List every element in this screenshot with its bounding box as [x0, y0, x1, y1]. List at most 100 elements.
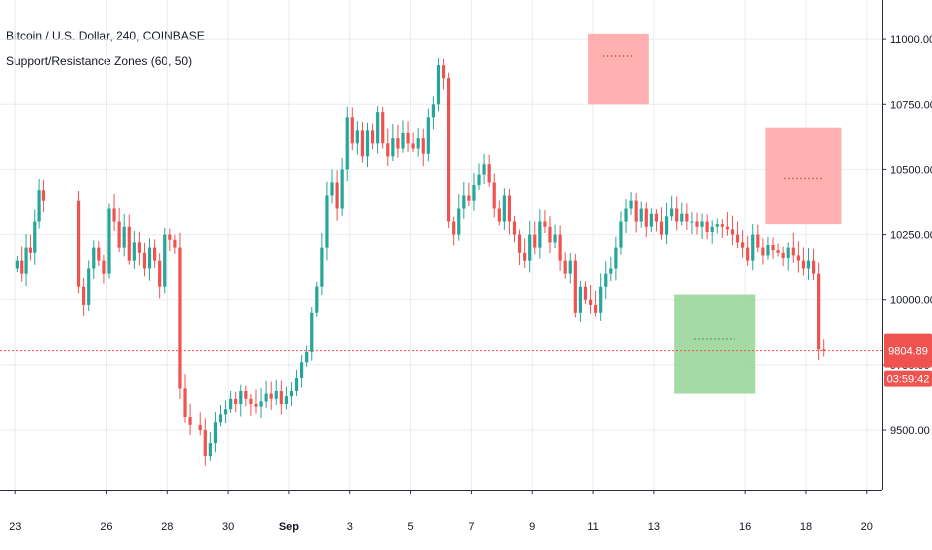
- candle-body: [766, 245, 770, 256]
- candle-body: [609, 268, 613, 274]
- candle-body: [452, 221, 456, 235]
- candle-body: [315, 286, 319, 313]
- candle-body: [310, 312, 314, 352]
- candle-body: [568, 260, 572, 274]
- candle-body: [710, 226, 714, 232]
- candle-body: [406, 132, 410, 144]
- indicator-label[interactable]: Support/Resistance Zones (60, 50): [6, 54, 193, 68]
- candle-body: [502, 195, 506, 222]
- candle-body: [664, 216, 669, 235]
- candle-body: [269, 393, 273, 399]
- candle-body: [761, 247, 765, 256]
- candle-body: [168, 234, 172, 240]
- candle-body: [725, 226, 729, 230]
- candle-body: [467, 195, 471, 201]
- candle-body: [279, 390, 283, 404]
- candle-body: [82, 286, 86, 305]
- candles-layer: [15, 58, 826, 466]
- candle-body: [624, 208, 628, 222]
- candle-body: [259, 401, 263, 407]
- candle-body: [153, 247, 157, 261]
- candle-body: [695, 221, 699, 227]
- countdown-label-box: [884, 370, 932, 387]
- candle-body: [208, 443, 212, 457]
- time-tick-label: 7: [468, 521, 474, 533]
- candle-body: [147, 247, 152, 269]
- candle-body: [644, 208, 648, 227]
- candle-body: [720, 224, 724, 227]
- candle-body: [87, 268, 91, 305]
- candle-body: [791, 247, 795, 256]
- candle-body: [457, 208, 461, 235]
- candle-body: [715, 224, 719, 227]
- candle-body: [563, 260, 567, 274]
- candle-body: [553, 234, 557, 243]
- candle-body: [548, 226, 552, 243]
- candle-body: [583, 286, 588, 300]
- time-tick-label: 20: [861, 521, 873, 533]
- time-tick-label: 28: [161, 521, 173, 533]
- candle-body: [588, 299, 593, 305]
- candle-body: [340, 169, 344, 209]
- candle-body: [436, 65, 441, 105]
- countdown-label: 03:59:42: [887, 374, 930, 386]
- candle-body: [730, 229, 735, 235]
- candle-body: [512, 221, 517, 235]
- candle-body: [700, 221, 704, 227]
- time-tick-label: 16: [739, 521, 751, 533]
- candle-body: [132, 242, 136, 261]
- candle-body: [558, 234, 562, 261]
- candle-body: [817, 273, 821, 350]
- candle-body: [517, 234, 522, 253]
- candle-body: [497, 208, 501, 222]
- candle-body: [441, 65, 446, 79]
- candle-body: [786, 247, 790, 259]
- candle-body: [33, 221, 37, 253]
- time-tick-label: 11: [587, 521, 598, 533]
- time-tick-label: 26: [100, 521, 112, 533]
- candle-body: [599, 286, 603, 313]
- candle-body: [543, 221, 547, 227]
- candle-body: [122, 226, 126, 248]
- candle-body: [649, 213, 653, 227]
- candle-body: [796, 255, 800, 261]
- candle-body: [416, 138, 420, 149]
- candle-body: [482, 164, 486, 175]
- candle-body: [24, 247, 28, 274]
- price-tick-label: 10000.00: [890, 295, 932, 307]
- time-tick-label: 9: [529, 521, 535, 533]
- time-tick-label: 13: [648, 521, 660, 533]
- candle-body: [604, 273, 608, 287]
- support-zone: [674, 294, 756, 394]
- candle-body: [776, 250, 780, 253]
- candle-body: [234, 398, 238, 404]
- candle-body: [426, 117, 430, 154]
- candle-body: [97, 247, 101, 261]
- candle-body: [76, 200, 81, 287]
- price-tick-label: 10500.00: [890, 164, 932, 176]
- candle-body: [391, 138, 395, 157]
- time-axis-panel: [0, 490, 932, 550]
- candle-body: [690, 221, 694, 223]
- zones-layer: [588, 33, 842, 394]
- candle-body: [107, 208, 111, 274]
- candle-body: [619, 221, 623, 248]
- candle-body: [239, 390, 243, 404]
- time-tick-label: 3: [347, 521, 353, 533]
- candle-body: [654, 213, 659, 222]
- candle-body: [320, 247, 324, 287]
- candle-body: [360, 130, 365, 157]
- candle-body: [102, 260, 106, 274]
- candle-body: [386, 143, 390, 157]
- resistance-zone: [765, 127, 842, 225]
- candle-body: [254, 403, 258, 407]
- candle-body: [294, 377, 299, 391]
- candle-body: [229, 398, 233, 410]
- candle-body: [492, 182, 496, 209]
- candle-body: [533, 234, 537, 248]
- candle-body: [685, 213, 689, 222]
- candle-body: [523, 252, 527, 261]
- candle-body: [629, 200, 633, 209]
